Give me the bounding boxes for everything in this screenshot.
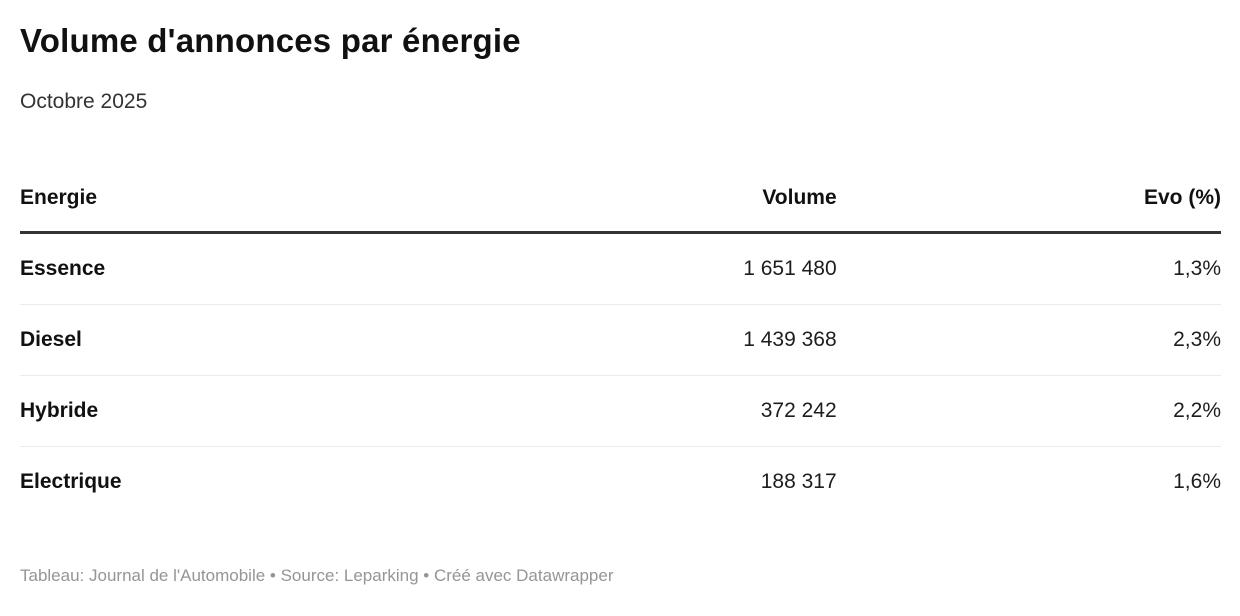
page-title: Volume d'annonces par énergie [20, 22, 521, 59]
cell-energie: Hybride [20, 375, 501, 447]
table-row: Diesel 1 439 368 2,3% [20, 304, 1221, 376]
datawrapper-table-widget: Volume d'annonces par énergie Octobre 20… [20, 22, 1221, 585]
cell-evo: 1,3% [836, 232, 1221, 305]
attribution-footer: Tableau: Journal de l'Automobile • Sourc… [20, 565, 614, 585]
table-row: Essence 1 651 480 1,3% [20, 232, 1221, 305]
table-body: Essence 1 651 480 1,3% Diesel 1 439 368 … [20, 232, 1221, 517]
cell-volume: 188 317 [760, 469, 837, 493]
cell-volume: 1 439 368 [500, 304, 837, 376]
table-header-row: Energie Volume Evo (%) [20, 185, 1221, 234]
energy-volume-table: Energie Volume Evo (%) Essence 1 651 480… [20, 185, 1221, 517]
column-header-volume: Volume [500, 185, 837, 234]
page-subtitle: Octobre 2025 [20, 90, 148, 114]
table-header: Energie Volume Evo (%) [20, 185, 1221, 234]
cell-volume: 372 242 [500, 375, 837, 447]
column-header-energie: Energie [20, 185, 501, 234]
cell-volume: 1 651 480 [500, 232, 837, 305]
table-row: Electrique 188 317 1,6% [20, 446, 1221, 517]
cell-evo: 2,2% [836, 375, 1221, 447]
cell-evo: 1,6% [1173, 469, 1221, 493]
cell-energie: Essence [20, 232, 501, 305]
cell-energie: Electrique [20, 469, 122, 493]
table-row: Hybride 372 242 2,2% [20, 375, 1221, 447]
column-header-evo: Evo (%) [836, 185, 1221, 234]
cell-energie: Diesel [20, 304, 501, 376]
cell-evo: 2,3% [836, 304, 1221, 376]
